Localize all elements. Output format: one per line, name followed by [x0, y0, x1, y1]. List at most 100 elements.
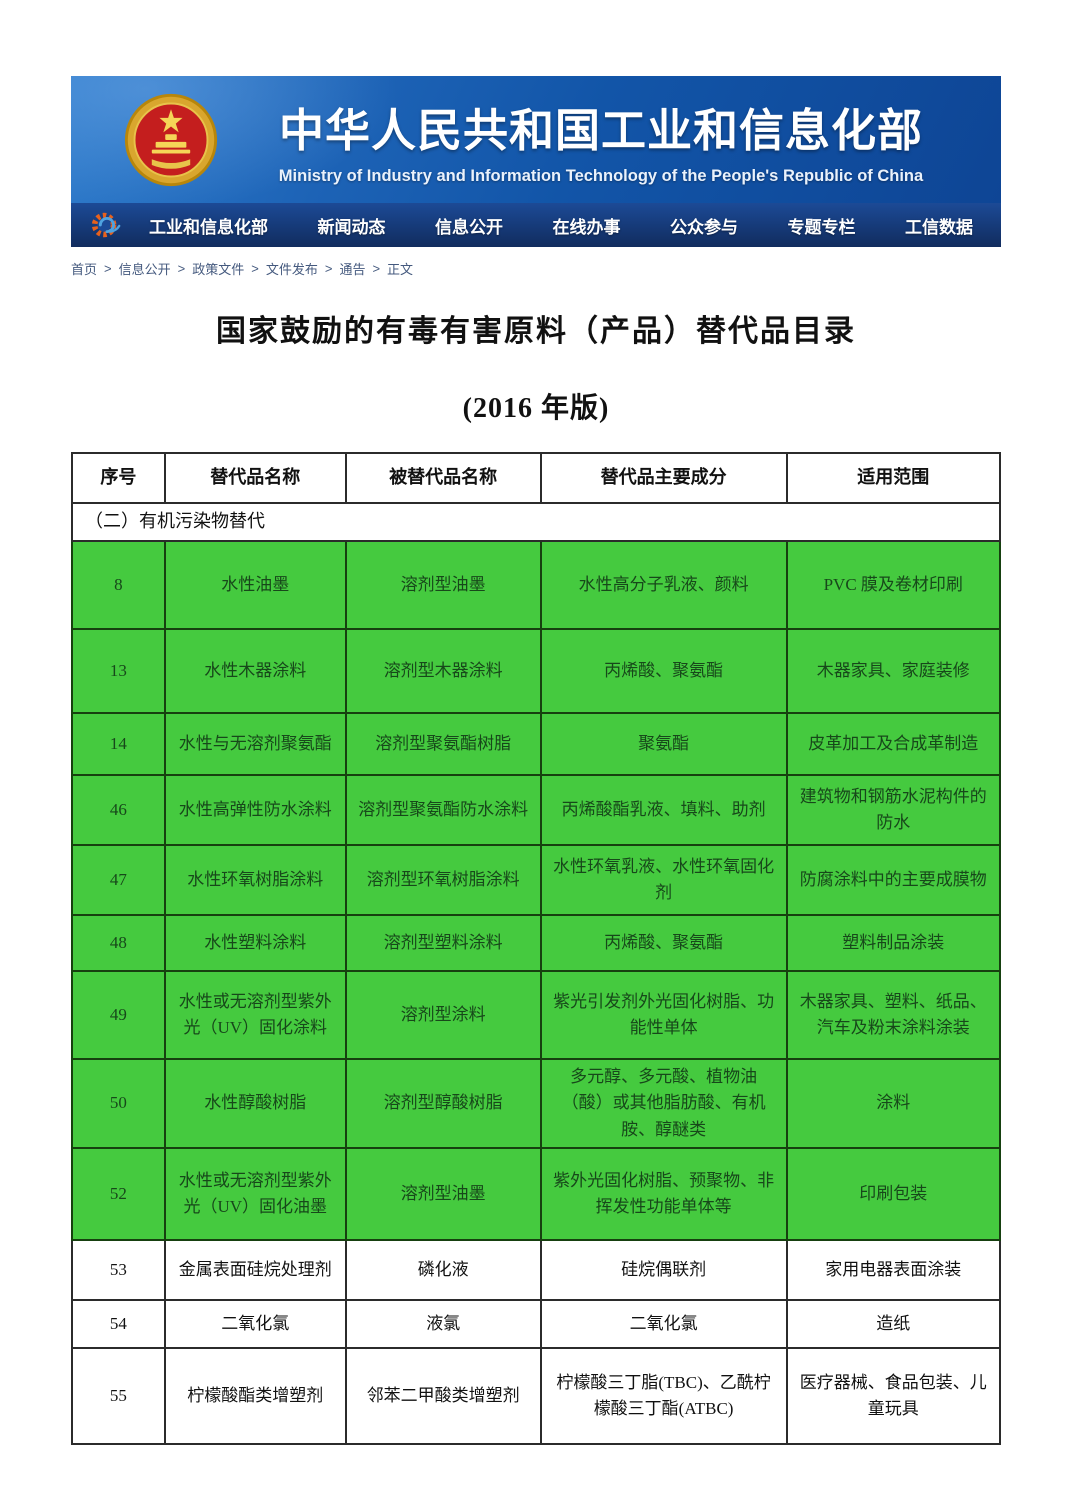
nav-item-3[interactable]: 在线办事: [552, 217, 621, 237]
cell-applicable-scope: 防腐涂料中的主要成膜物: [785, 843, 1002, 916]
breadcrumb-separator: >: [251, 261, 259, 276]
column-header-1: 替代品名称: [163, 452, 347, 504]
cell-replaced-name: 溶剂型聚氨酯防水涂料: [344, 773, 542, 846]
table-row: 48 水性塑料涂料 溶剂型塑料涂料 丙烯酸、聚氨酯 塑料制品涂装: [71, 913, 1002, 972]
breadcrumb-item-2[interactable]: 政策文件: [192, 262, 245, 277]
cell-replaced-name: 溶剂型塑料涂料: [344, 913, 542, 972]
cell-index: 13: [71, 627, 166, 714]
main-navbar: 工业和信息化部 新闻动态 信息公开 在线办事 公众参与 专题专栏 工信数据: [71, 203, 1001, 247]
breadcrumb-item-0[interactable]: 首页: [71, 262, 98, 277]
breadcrumb-item-5: 正文: [387, 262, 414, 277]
table-row: 14 水性与无溶剂聚氨酯 溶剂型聚氨酯树脂 聚氨酯 皮革加工及合成革制造: [71, 711, 1002, 776]
cell-applicable-scope: 医疗器械、食品包装、儿童玩具: [785, 1346, 1002, 1445]
breadcrumb-separator: >: [324, 261, 333, 276]
cell-applicable-scope: 印刷包装: [785, 1146, 1002, 1241]
cell-index: 55: [71, 1346, 166, 1445]
cell-main-components: 丙烯酸、聚氨酯: [539, 913, 788, 972]
cell-main-components: 水性环氧乳液、水性环氧固化剂: [539, 843, 788, 916]
cell-substitute-name: 水性塑料涂料: [163, 913, 347, 972]
cell-applicable-scope: 造纸: [785, 1298, 1002, 1349]
breadcrumb-separator: >: [177, 261, 186, 276]
table-header-row: 序号 替代品名称 被替代品名称 替代品主要成分 适用范围: [71, 452, 1002, 504]
table-row: 54 二氧化氯 液氯 二氧化氯 造纸: [71, 1298, 1002, 1349]
cell-replaced-name: 溶剂型涂料: [344, 969, 542, 1060]
cell-index: 49: [71, 969, 166, 1060]
cell-main-components: 丙烯酸、聚氨酯: [539, 627, 788, 714]
cell-index: 52: [71, 1146, 166, 1241]
cell-applicable-scope: 木器家具、家庭装修: [785, 627, 1002, 714]
table-row: 13 水性木器涂料 溶剂型木器涂料 丙烯酸、聚氨酯 木器家具、家庭装修: [71, 627, 1002, 714]
cell-index: 53: [71, 1238, 166, 1301]
national-emblem-icon: [123, 92, 219, 188]
page-title: 国家鼓励的有毒有害原料（产品）替代品目录: [216, 315, 856, 348]
cell-substitute-name: 水性木器涂料: [163, 627, 347, 714]
breadcrumb-item-3[interactable]: 文件发布: [265, 262, 318, 277]
cell-substitute-name: 水性或无溶剂型紫外光（UV）固化油墨: [163, 1146, 347, 1241]
table-row: 46 水性高弹性防水涂料 溶剂型聚氨酯防水涂料 丙烯酸酯乳液、填料、助剂 建筑物和钢筋水…: [71, 773, 1002, 846]
cell-replaced-name: 磷化液: [344, 1238, 542, 1301]
cell-replaced-name: 溶剂型木器涂料: [344, 627, 542, 714]
cell-replaced-name: 溶剂型聚氨酯树脂: [344, 711, 542, 776]
cell-applicable-scope: 涂料: [785, 1057, 1002, 1149]
nav-item-4[interactable]: 公众参与: [670, 217, 738, 237]
table-row: 52 水性或无溶剂型紫外光（UV）固化油墨 溶剂型油墨 紫外光固化树脂、预聚物、非挥发…: [71, 1146, 1002, 1241]
cell-substitute-name: 金属表面硅烷处理剂: [163, 1238, 347, 1301]
breadcrumb-separator: >: [372, 261, 381, 276]
breadcrumb-item-1[interactable]: 信息公开: [118, 262, 171, 277]
section-label: （二）有机污染物替代: [71, 502, 1001, 542]
cell-substitute-name: 水性醇酸树脂: [163, 1057, 347, 1149]
cell-main-components: 柠檬酸三丁脂(TBC)、乙酰柠檬酸三丁酯(ATBC): [539, 1346, 788, 1445]
column-header-3: 替代品主要成分: [539, 452, 788, 504]
table-row: 49 水性或无溶剂型紫外光（UV）固化涂料 溶剂型涂料 紫光引发剂外光固化树脂、功能性…: [71, 969, 1002, 1060]
cell-main-components: 硅烷偶联剂: [539, 1238, 788, 1301]
cell-applicable-scope: PVC 膜及卷材印刷: [785, 539, 1002, 630]
cell-replaced-name: 液氯: [344, 1298, 542, 1349]
table-row: 55 柠檬酸酯类增塑剂 邻苯二甲酸类增塑剂 柠檬酸三丁脂(TBC)、乙酰柠檬酸三丁酯(…: [71, 1346, 1002, 1445]
cell-main-components: 丙烯酸酯乳液、填料、助剂: [539, 773, 788, 846]
column-header-2: 被替代品名称: [344, 452, 542, 504]
banner-masthead: 中华人民共和国工业和信息化部 Ministry of Industry and …: [71, 76, 1001, 203]
substitutes-table: 序号 替代品名称 被替代品名称 替代品主要成分 适用范围 （二）有机污染物替代 8 水性油墨…: [71, 452, 1002, 1445]
breadcrumb-separator: >: [104, 261, 112, 276]
nav-items: 工业和信息化部 新闻动态 信息公开 在线办事 公众参与 专题专栏 工信数据: [149, 213, 973, 238]
nav-item-2[interactable]: 信息公开: [435, 217, 503, 237]
cell-applicable-scope: 木器家具、塑料、纸品、汽车及粉末涂料涂装: [785, 969, 1002, 1060]
cell-main-components: 水性高分子乳液、颜料: [539, 539, 788, 630]
breadcrumb-item-4[interactable]: 通告: [339, 262, 366, 277]
nav-item-1[interactable]: 新闻动态: [317, 217, 386, 237]
column-header-0: 序号: [71, 452, 166, 504]
cell-main-components: 二氧化氯: [539, 1298, 788, 1349]
banner-titles: 中华人民共和国工业和信息化部 Ministry of Industry and …: [219, 94, 1001, 186]
cell-index: 14: [71, 711, 166, 776]
cell-substitute-name: 二氧化氯: [163, 1298, 347, 1349]
cell-replaced-name: 邻苯二甲酸类增塑剂: [344, 1346, 542, 1445]
cell-replaced-name: 溶剂型环氧树脂涂料: [344, 843, 542, 916]
nav-item-0[interactable]: 工业和信息化部: [149, 217, 268, 237]
cell-applicable-scope: 建筑物和钢筋水泥构件的防水: [785, 773, 1002, 846]
nav-item-5[interactable]: 专题专栏: [787, 217, 856, 237]
cell-replaced-name: 溶剂型油墨: [344, 539, 542, 630]
cell-index: 8: [71, 539, 166, 630]
cell-index: 46: [71, 773, 166, 846]
table-row: 50 水性醇酸树脂 溶剂型醇酸树脂 多元醇、多元酸、植物油（酸）或其他脂肪酸、有机胺、…: [71, 1057, 1002, 1149]
cell-index: 48: [71, 913, 166, 972]
table-row: 8 水性油墨 溶剂型油墨 水性高分子乳液、颜料 PVC 膜及卷材印刷: [71, 539, 1002, 630]
cell-index: 47: [71, 843, 166, 916]
site-title-en: Ministry of Industry and Information Tec…: [278, 166, 924, 185]
cell-substitute-name: 水性或无溶剂型紫外光（UV）固化涂料: [163, 969, 347, 1060]
cell-applicable-scope: 家用电器表面涂装: [785, 1238, 1002, 1301]
site-title-cn: 中华人民共和国工业和信息化部: [278, 104, 923, 156]
nav-item-6[interactable]: 工信数据: [905, 217, 973, 237]
cell-substitute-name: 水性高弹性防水涂料: [163, 773, 347, 846]
cell-applicable-scope: 皮革加工及合成革制造: [785, 711, 1002, 776]
cell-substitute-name: 柠檬酸酯类增塑剂: [163, 1346, 347, 1445]
cell-main-components: 紫外光固化树脂、预聚物、非挥发性功能单体等: [539, 1146, 788, 1241]
cell-main-components: 多元醇、多元酸、植物油（酸）或其他脂肪酸、有机胺、醇醚类: [539, 1057, 788, 1149]
cell-main-components: 聚氨酯: [539, 711, 788, 776]
section-row: （二）有机污染物替代: [71, 502, 1001, 542]
page-subtitle: (2016 年版): [462, 393, 610, 424]
cell-substitute-name: 水性油墨: [163, 539, 347, 630]
column-header-4: 适用范围: [785, 452, 1002, 504]
cell-index: 54: [71, 1298, 166, 1349]
table-row: 53 金属表面硅烷处理剂 磷化液 硅烷偶联剂 家用电器表面涂装: [71, 1238, 1002, 1301]
